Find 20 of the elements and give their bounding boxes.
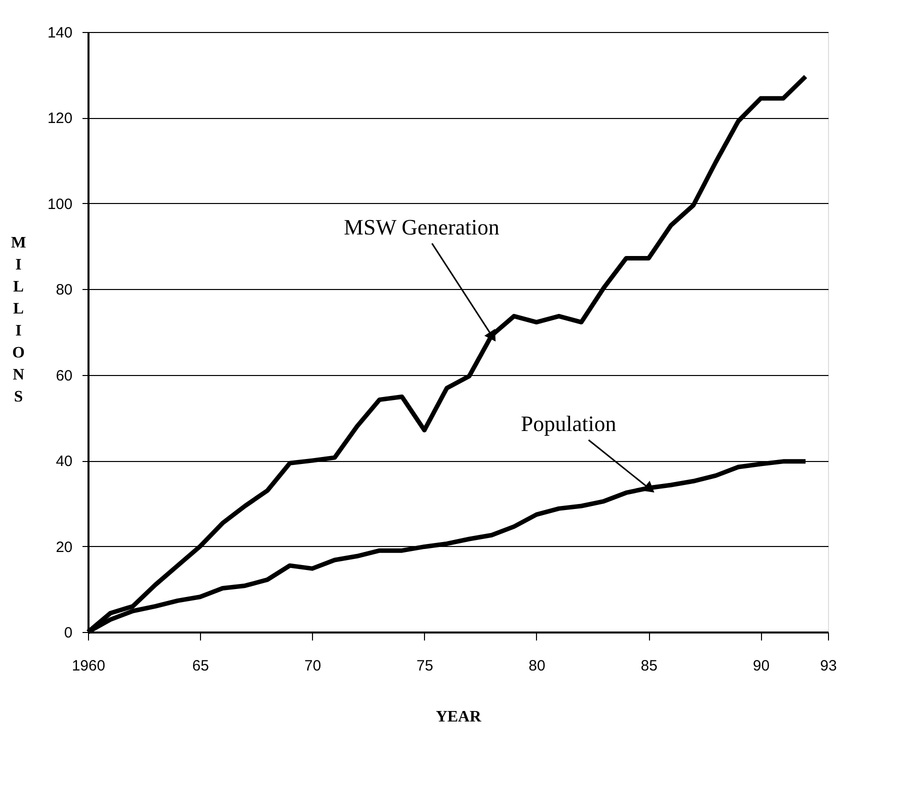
y-tick-label: 60 (56, 367, 72, 384)
x-tick-label: 1960 (72, 658, 106, 674)
x-tick-label: 85 (640, 658, 658, 674)
y-tick-label: 80 (56, 282, 72, 299)
x-tick-label: 90 (752, 658, 770, 674)
x-tick-label: 70 (304, 658, 322, 674)
y-tick-label: 40 (56, 453, 72, 470)
x-tick-label: 65 (192, 658, 209, 674)
y-axis-title: MILLIONS (10, 234, 26, 406)
x-tick-label: 80 (528, 658, 546, 674)
y-tick-label: 0 (64, 624, 72, 642)
annotation: Population (520, 411, 616, 436)
y-tick-label: 100 (47, 196, 72, 213)
y-tick-label: 140 (47, 24, 72, 42)
y-tick-label: 20 (56, 538, 72, 556)
annotation: MSW Generation (344, 214, 500, 240)
x-axis-title: YEAR (436, 708, 482, 726)
x-tick-label: 93 (820, 658, 837, 674)
x-tick-label: 75 (416, 658, 434, 674)
y-tick-label: 120 (47, 110, 72, 128)
